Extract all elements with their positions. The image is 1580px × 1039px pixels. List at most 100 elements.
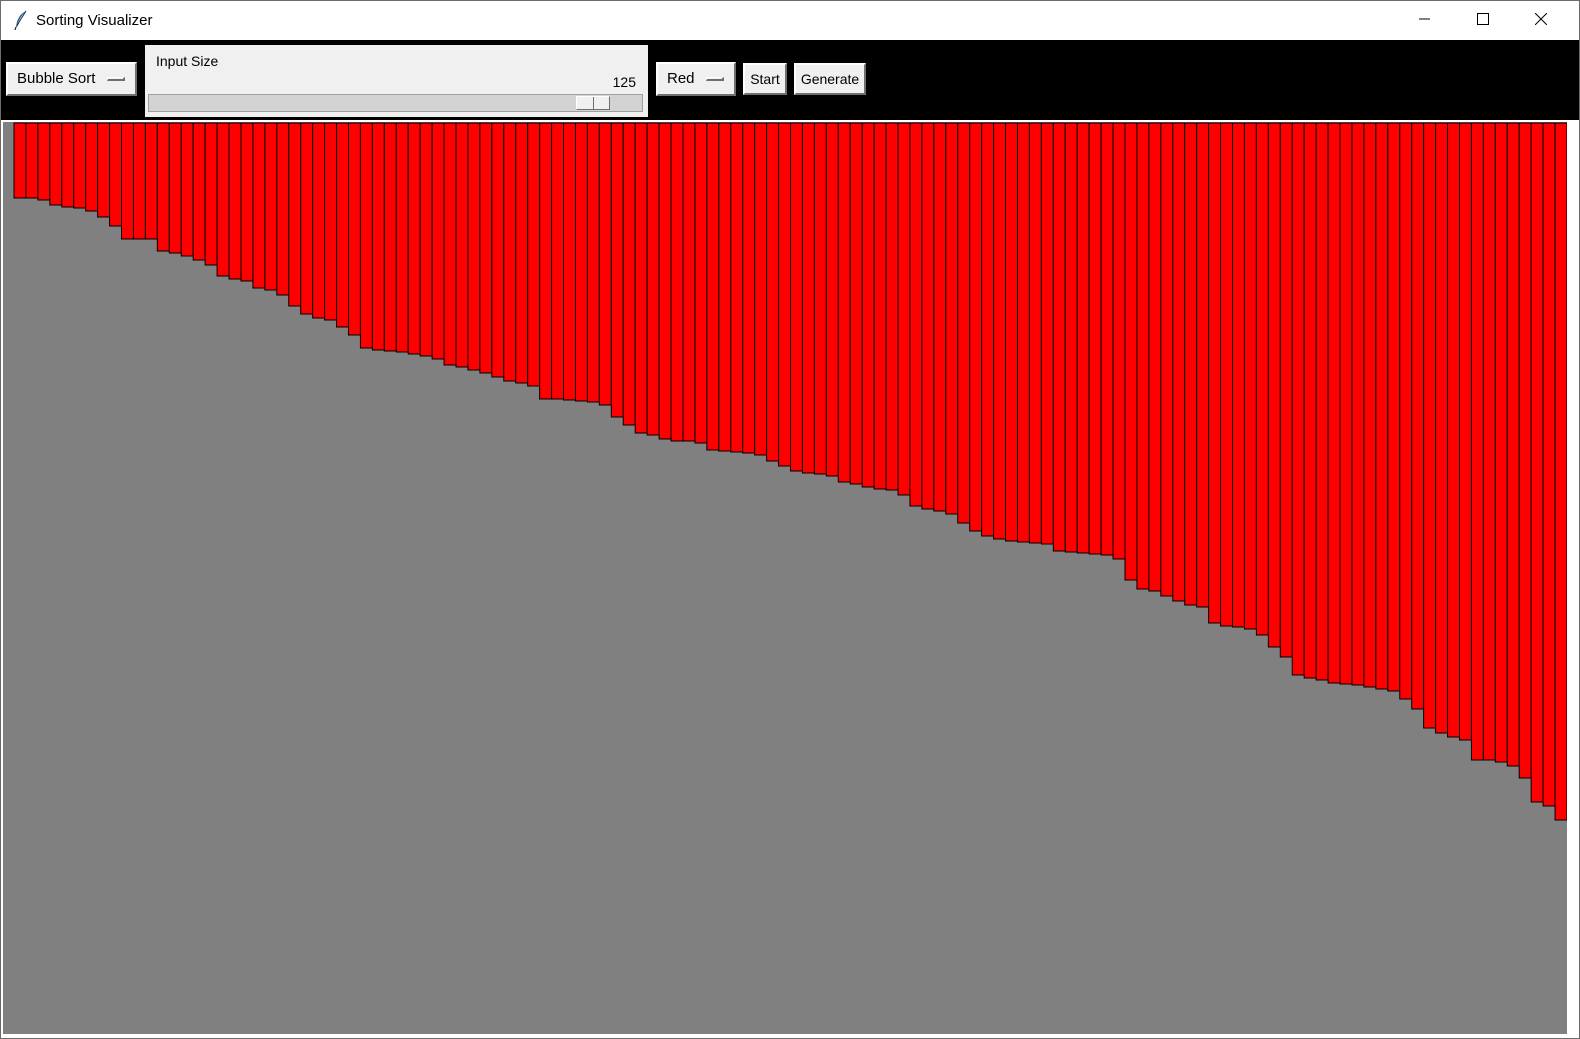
- bar: [216, 122, 230, 277]
- bar: [1160, 122, 1174, 597]
- toolbar: Bubble Sort Input Size 125 Red Start Gen…: [1, 40, 1579, 120]
- input-size-slider-handle[interactable]: [576, 96, 610, 110]
- bar: [276, 122, 290, 296]
- bar: [754, 122, 768, 456]
- bar: [1506, 122, 1520, 767]
- bar: [1088, 122, 1102, 555]
- bar: [1052, 122, 1066, 552]
- maximize-icon: [1477, 12, 1489, 30]
- bar: [801, 122, 815, 474]
- bar: [515, 122, 529, 384]
- bar: [49, 122, 63, 206]
- bar: [1542, 122, 1556, 807]
- bar: [1387, 122, 1401, 692]
- bar: [97, 122, 111, 218]
- bar: [1303, 122, 1317, 679]
- bar: [1411, 122, 1425, 710]
- bar: [586, 122, 600, 403]
- bar: [1530, 122, 1544, 803]
- bar: [1220, 122, 1234, 627]
- bar: [694, 122, 708, 444]
- bar: [371, 122, 385, 351]
- start-button[interactable]: Start: [743, 63, 787, 95]
- bar: [790, 122, 803, 472]
- bar: [1136, 122, 1150, 590]
- bar: [13, 122, 27, 199]
- minimize-button[interactable]: [1396, 1, 1454, 40]
- bar: [1518, 122, 1532, 779]
- bar: [563, 122, 576, 401]
- bar: [144, 122, 158, 240]
- bar: [706, 122, 720, 451]
- maximize-button[interactable]: [1454, 1, 1512, 40]
- bar: [240, 122, 254, 282]
- bar: [1315, 122, 1329, 681]
- bar: [945, 122, 959, 515]
- bar: [1064, 122, 1078, 553]
- bar: [778, 122, 791, 467]
- bar: [730, 122, 744, 453]
- bar: [252, 122, 266, 289]
- bar: [1255, 122, 1269, 636]
- bar: [1470, 122, 1484, 761]
- dropdown-indicator-icon: [107, 77, 125, 81]
- bar: [909, 122, 923, 507]
- bar: [622, 122, 636, 426]
- bar: [288, 122, 302, 307]
- bar: [73, 122, 87, 209]
- bar: [312, 122, 326, 319]
- algorithm-menu-label: Bubble Sort: [17, 70, 96, 87]
- algorithm-menu[interactable]: Bubble Sort: [6, 62, 137, 96]
- bar: [1076, 122, 1090, 554]
- bar: [1363, 122, 1377, 688]
- bar: [1148, 122, 1162, 592]
- bar: [993, 122, 1007, 540]
- bar: [467, 122, 481, 371]
- bar: [347, 122, 361, 336]
- bar: [109, 122, 123, 227]
- color-menu-label: Red: [667, 70, 695, 87]
- bar: [455, 122, 469, 368]
- bar: [1232, 122, 1245, 628]
- generate-button[interactable]: Generate: [794, 63, 866, 95]
- bar: [766, 122, 780, 462]
- bar: [1447, 122, 1460, 738]
- bar: [1279, 122, 1293, 658]
- bar: [1494, 122, 1508, 763]
- bar: [718, 122, 732, 452]
- bar: [1458, 122, 1472, 741]
- bar: [491, 122, 505, 378]
- input-size-value: 125: [612, 74, 636, 90]
- color-menu[interactable]: Red: [656, 62, 736, 96]
- bar: [1554, 122, 1567, 821]
- bar: [1124, 122, 1138, 581]
- bar: [168, 122, 182, 254]
- bar: [873, 122, 887, 490]
- bar: [1112, 122, 1126, 560]
- minimize-icon: [1419, 12, 1431, 30]
- bar: [813, 122, 827, 475]
- bar: [359, 122, 373, 349]
- bar: [849, 122, 863, 485]
- bar: [383, 122, 397, 352]
- bar: [156, 122, 170, 252]
- close-button[interactable]: [1512, 1, 1570, 40]
- bar: [682, 122, 696, 442]
- bar: [1028, 122, 1042, 544]
- bar: [885, 122, 899, 491]
- bar: [1291, 122, 1305, 676]
- bar: [121, 122, 134, 240]
- bar: [670, 122, 684, 442]
- input-size-trough[interactable]: [148, 94, 643, 112]
- bars-chart: [13, 122, 1567, 821]
- bar: [479, 122, 493, 374]
- input-size-label: Input Size: [156, 53, 219, 69]
- bar: [192, 122, 206, 261]
- bar: [861, 122, 875, 488]
- bar: [837, 122, 851, 483]
- bar: [300, 122, 314, 315]
- bar: [1267, 122, 1281, 648]
- bar: [981, 122, 995, 537]
- title-bar[interactable]: Sorting Visualizer: [1, 1, 1579, 40]
